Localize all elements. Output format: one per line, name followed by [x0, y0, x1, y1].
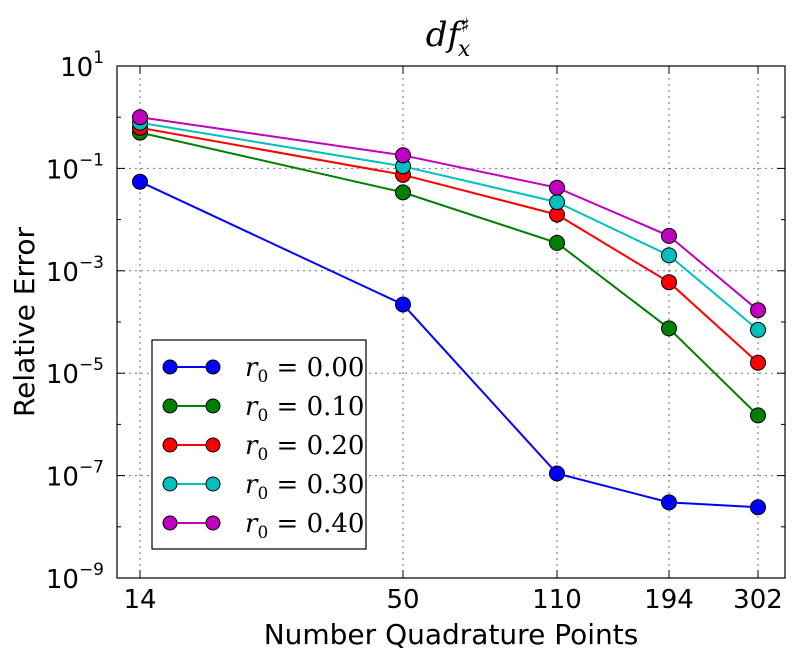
data-point — [395, 147, 411, 164]
legend-label: r0 = 0.10 — [245, 392, 364, 426]
data-point — [661, 247, 677, 264]
y-tick-base: 10 — [60, 53, 93, 83]
data-point — [750, 302, 766, 319]
legend-entry: r0 = 0.40 — [162, 509, 364, 543]
data-point — [549, 234, 565, 251]
y-tick-exponent: −7 — [79, 458, 104, 478]
series-0 — [132, 173, 766, 516]
y-tick-label: 10−5 — [46, 355, 104, 390]
y-tick-exponent: −1 — [79, 150, 104, 170]
y-tick-exponent: −5 — [79, 355, 104, 375]
data-point — [549, 179, 565, 196]
series-4 — [132, 109, 766, 319]
data-point — [750, 407, 766, 424]
data-point — [750, 499, 766, 516]
legend-marker-right — [205, 515, 221, 531]
y-tick-base: 10 — [46, 360, 79, 390]
y-tick-exponent: −3 — [79, 253, 104, 273]
x-axis-title: Number Quadrature Points — [264, 618, 639, 651]
title-superscript: ♯ — [460, 13, 470, 37]
x-axis-ticks: 14 50 110 194 302 — [123, 66, 783, 615]
title-main: df — [426, 15, 466, 55]
legend-entry: r0 = 0.00 — [162, 353, 364, 387]
chart-title: df♯ x — [426, 13, 471, 62]
series-1 — [132, 124, 766, 424]
data-point — [549, 194, 565, 211]
title-subscript: x — [458, 37, 471, 62]
legend-label: r0 = 0.00 — [245, 353, 364, 387]
data-point — [661, 274, 677, 291]
legend: r0 = 0.00 r0 = 0.10 r0 = 0.20 r0 = 0.30 r0 =… — [151, 339, 367, 550]
legend-marker-left — [162, 359, 178, 375]
y-tick-base: 10 — [46, 258, 79, 288]
legend-label: r0 = 0.30 — [245, 470, 364, 504]
data-point — [132, 109, 148, 126]
data-point — [395, 296, 411, 313]
x-tick-label: 194 — [644, 585, 694, 615]
legend-entry: r0 = 0.10 — [162, 392, 364, 426]
legend-marker-left — [162, 515, 178, 531]
legend-marker-left — [162, 398, 178, 414]
data-point — [132, 173, 148, 190]
y-tick-label: 10−1 — [46, 150, 104, 185]
y-tick-exponent: −9 — [79, 560, 104, 580]
y-tick-label: 10−9 — [46, 560, 104, 595]
y-tick-exponent: 1 — [93, 48, 104, 68]
legend-label: r0 = 0.40 — [245, 509, 364, 543]
data-point — [549, 465, 565, 482]
legend-entry: r0 = 0.20 — [162, 431, 364, 465]
x-tick-label: 50 — [386, 585, 419, 615]
series-layer — [132, 109, 766, 516]
data-point — [661, 494, 677, 511]
y-tick-label: 101 — [60, 48, 104, 83]
data-point — [395, 184, 411, 201]
y-tick-label: 10−3 — [46, 253, 104, 288]
x-tick-label: 302 — [733, 585, 783, 615]
series-3 — [132, 114, 766, 338]
legend-marker-left — [162, 437, 178, 453]
data-point — [661, 320, 677, 337]
legend-entry: r0 = 0.30 — [162, 470, 364, 504]
legend-marker-right — [205, 476, 221, 492]
y-tick-base: 10 — [46, 463, 79, 493]
legend-label: r0 = 0.20 — [245, 431, 364, 465]
y-tick-base: 10 — [46, 565, 79, 595]
data-point — [750, 354, 766, 371]
legend-marker-left — [162, 476, 178, 492]
x-tick-label: 110 — [532, 585, 582, 615]
y-tick-base: 10 — [46, 155, 79, 185]
data-point — [750, 321, 766, 338]
legend-marker-right — [205, 437, 221, 453]
data-point — [661, 227, 677, 244]
y-axis-title: Relative Error — [8, 226, 41, 417]
legend-marker-right — [205, 359, 221, 375]
x-tick-label: 14 — [123, 585, 156, 615]
y-tick-label: 10−7 — [46, 458, 104, 493]
legend-marker-right — [205, 398, 221, 414]
